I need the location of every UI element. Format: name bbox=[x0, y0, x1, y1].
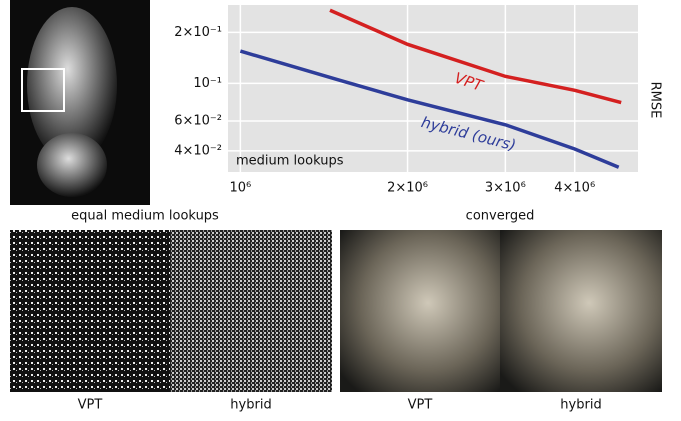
x-tick-label: 4×10⁶ bbox=[554, 181, 595, 196]
x-tick-label: 3×10⁶ bbox=[485, 181, 526, 196]
y-tick-label: 6×10⁻² bbox=[174, 113, 222, 128]
x-tick-label: 10⁶ bbox=[229, 181, 251, 196]
bust-head bbox=[27, 7, 117, 163]
hybrid-converged-image bbox=[500, 230, 662, 392]
caption: converged bbox=[466, 209, 535, 224]
panel-label: VPT bbox=[408, 398, 433, 413]
panel-label: VPT bbox=[78, 398, 103, 413]
y-axis-label: RMSE bbox=[648, 82, 663, 119]
caption: equal medium lookups bbox=[71, 209, 219, 224]
hybrid-equal-image bbox=[170, 230, 332, 392]
series-line bbox=[329, 8, 622, 105]
plot-area bbox=[228, 5, 638, 172]
panel-label: hybrid bbox=[560, 398, 601, 413]
x-axis-label: medium lookups bbox=[236, 154, 344, 169]
y-tick-label: 4×10⁻² bbox=[174, 143, 222, 158]
panel-label: hybrid bbox=[230, 398, 271, 413]
crop-box bbox=[21, 68, 65, 112]
x-tick-label: 2×10⁶ bbox=[387, 181, 428, 196]
y-tick-label: 2×10⁻¹ bbox=[174, 25, 222, 40]
vpt-converged-image bbox=[340, 230, 500, 392]
bust-chest bbox=[37, 133, 107, 197]
y-tick-label: 10⁻¹ bbox=[193, 76, 222, 91]
vpt-equal-image bbox=[10, 230, 170, 392]
series-line bbox=[239, 49, 620, 169]
